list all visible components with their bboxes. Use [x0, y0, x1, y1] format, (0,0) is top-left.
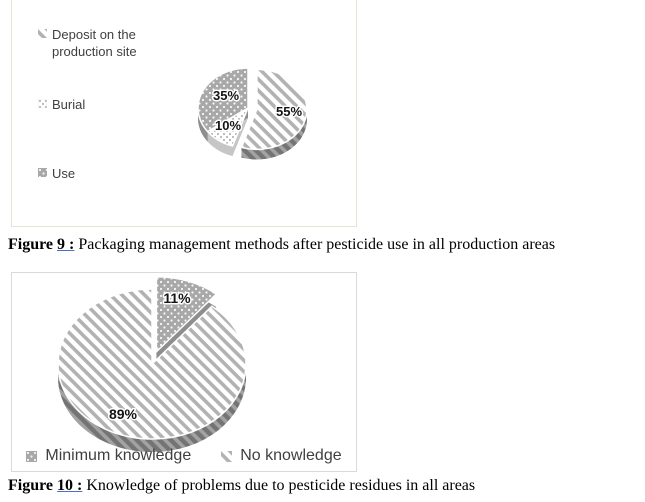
slice-label-use: 35%	[213, 88, 239, 103]
figure9-pie: 35% 10% 55%	[197, 67, 308, 160]
legend-item-no-knowledge: No knowledge	[221, 447, 342, 465]
figure9-caption-label: Figure	[8, 236, 54, 253]
slice-label-burial: 10%	[215, 118, 241, 133]
slice-label-deposit: 55%	[276, 104, 302, 119]
legend-item-use: Use	[38, 165, 75, 182]
diagonal-stripes-swatch-icon	[38, 29, 47, 38]
figure10-chart-object[interactable]: 11% 89% Minimum knowledge No knowledge	[11, 272, 357, 472]
legend-item-minimum-knowledge: Minimum knowledge	[26, 447, 191, 465]
legend-item-burial: Burial	[38, 96, 85, 113]
diagonal-stripes-swatch-icon	[221, 450, 233, 462]
figure9-caption: Figure 9 : Packaging management methods af…	[8, 236, 555, 254]
legend-label-deposit: Deposit on the production site	[52, 27, 137, 59]
legend-label-no-knowledge: No knowledge	[240, 447, 342, 464]
figure10-legend: Minimum knowledge No knowledge	[12, 447, 356, 465]
slice-label-no-knowledge: 89%	[109, 406, 138, 422]
white-dots-swatch-icon	[38, 99, 47, 108]
figure10-caption: Figure 10 : Knowledge of problems due to p…	[8, 477, 475, 495]
legend-item-deposit: Deposit on the production site	[38, 26, 154, 60]
figure10-caption-label: Figure	[8, 477, 54, 494]
legend-label-use: Use	[52, 166, 76, 181]
slice-label-minimum-knowledge: 11%	[163, 290, 191, 306]
figure9-chart-object[interactable]: Deposit on the production site Burial Us…	[11, 0, 357, 227]
figure10-caption-number: 10 :	[57, 477, 83, 494]
gray-dots-swatch-icon	[26, 450, 38, 462]
figure10-caption-text: Knowledge of problems due to pesticide r…	[86, 477, 476, 494]
gray-dots-swatch-icon	[38, 168, 47, 177]
figure9-caption-text: Packaging management methods after pesti…	[78, 236, 556, 253]
figure10-pie: 11% 89%	[57, 276, 247, 452]
figure9-caption-number: 9 :	[57, 236, 75, 253]
legend-label-minimum-knowledge: Minimum knowledge	[45, 447, 192, 464]
legend-label-burial: Burial	[52, 97, 86, 112]
